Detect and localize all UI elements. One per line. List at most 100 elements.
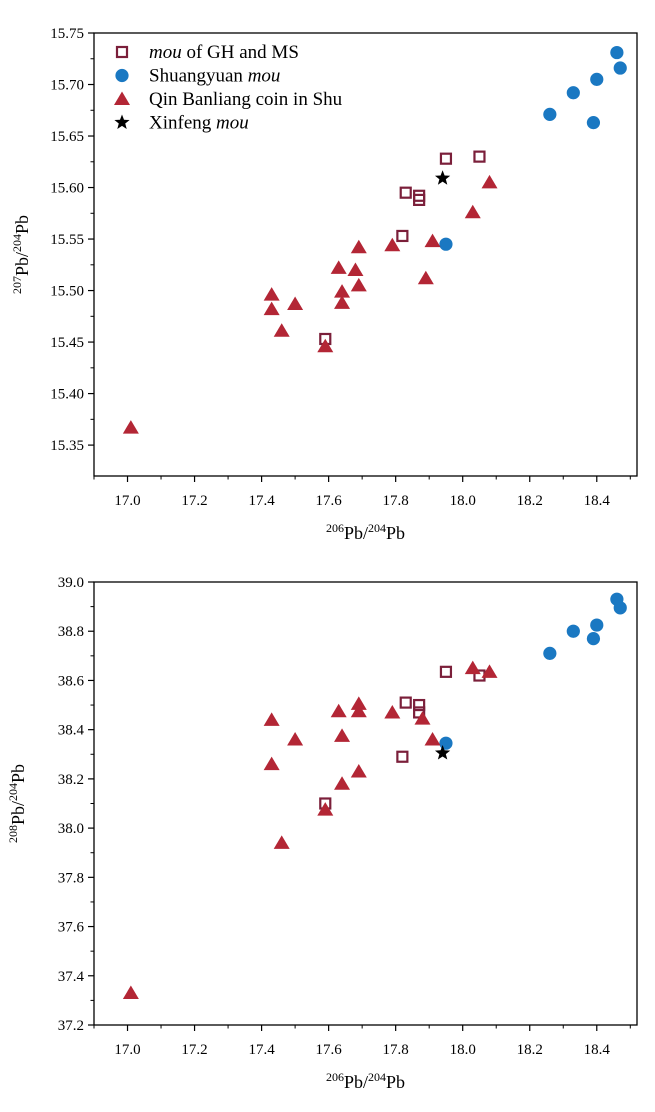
data-point-shuangyuan bbox=[543, 107, 557, 121]
data-point-qin_banliang bbox=[350, 239, 367, 254]
x-tick-label: 17.0 bbox=[114, 1042, 140, 1058]
legend-text: Qin Banliang coin in Shu bbox=[149, 89, 343, 110]
legend-marker-mou_gh_ms bbox=[115, 45, 129, 59]
data-point-qin_banliang bbox=[417, 270, 434, 285]
x-tick-label: 18.2 bbox=[517, 1042, 543, 1058]
x-axis-label: 206Pb/204Pb bbox=[326, 521, 405, 543]
data-point-shuangyuan bbox=[566, 86, 580, 100]
data-point-qin_banliang bbox=[481, 174, 498, 189]
axis-label-superscript: 204 bbox=[6, 783, 20, 801]
data-point-qin_banliang bbox=[263, 301, 280, 316]
data-point-mou_gh_ms bbox=[413, 698, 426, 712]
data-point-qin_banliang bbox=[384, 237, 401, 252]
data-point-xinfeng bbox=[434, 170, 451, 185]
y-tick-label: 15.35 bbox=[50, 438, 84, 454]
axis-label-superscript: 206 bbox=[326, 521, 344, 535]
data-point-qin_banliang bbox=[263, 712, 280, 726]
legend-text: Shuangyuan bbox=[149, 66, 248, 87]
axis-label-part: Pb/ bbox=[12, 252, 32, 276]
data-point-shuangyuan bbox=[543, 646, 557, 660]
y-tick-label: 38.6 bbox=[58, 673, 85, 689]
x-tick-label: 17.8 bbox=[383, 1042, 409, 1058]
y-tick-label: 38.0 bbox=[58, 821, 84, 837]
x-tick-label: 17.2 bbox=[181, 493, 207, 509]
legend-label-qin_banliang: Qin Banliang coin in Shu bbox=[149, 89, 343, 110]
data-point-qin_banliang bbox=[334, 284, 351, 298]
data-point-shuangyuan bbox=[613, 601, 627, 615]
legend-marker-shuangyuan bbox=[115, 68, 129, 83]
axis-label-part: Pb bbox=[8, 764, 28, 783]
data-point-qin_banliang bbox=[464, 204, 481, 219]
x-tick-label: 17.8 bbox=[383, 493, 409, 509]
series-mou_gh_ms bbox=[319, 665, 486, 810]
data-point-qin_banliang bbox=[330, 703, 347, 718]
axis-label-part: Pb bbox=[386, 523, 405, 543]
data-point-qin_banliang bbox=[334, 295, 351, 309]
series-xinfeng bbox=[434, 745, 451, 760]
axis-label-part: Pb/ bbox=[344, 523, 368, 543]
data-point-shuangyuan bbox=[439, 736, 453, 750]
data-point-qin_banliang bbox=[424, 732, 441, 746]
y-tick-label: 37.8 bbox=[58, 870, 84, 886]
data-point-qin_banliang bbox=[350, 703, 367, 718]
data-point-qin_banliang bbox=[263, 756, 280, 771]
y-tick-label: 37.4 bbox=[58, 969, 85, 985]
y-tick-label: 15.70 bbox=[50, 78, 84, 94]
plot-frame bbox=[93, 32, 638, 477]
x-axis-label: 206Pb/204Pb bbox=[326, 1070, 405, 1092]
data-point-qin_banliang bbox=[334, 776, 351, 790]
data-point-qin_banliang bbox=[122, 985, 139, 1000]
data-point-qin_banliang bbox=[350, 696, 367, 710]
axis-label-superscript: 206 bbox=[326, 1070, 344, 1084]
data-point-qin_banliang bbox=[317, 802, 334, 816]
series-shuangyuan bbox=[439, 45, 627, 251]
y-tick-label: 15.50 bbox=[50, 284, 84, 300]
data-point-qin_banliang bbox=[263, 287, 280, 301]
y-axis-label: 207Pb/204Pb bbox=[10, 215, 32, 294]
series-xinfeng bbox=[434, 170, 451, 185]
y-tick-label: 37.2 bbox=[58, 1018, 84, 1034]
data-point-mou_gh_ms bbox=[399, 186, 412, 199]
data-point-mou_gh_ms bbox=[439, 152, 453, 165]
data-point-mou_gh_ms bbox=[396, 229, 409, 243]
data-point-qin_banliang bbox=[317, 338, 334, 353]
axis-label-superscript: 204 bbox=[10, 234, 24, 252]
data-point-qin_banliang bbox=[273, 323, 290, 337]
x-tick-label: 17.2 bbox=[181, 1042, 207, 1058]
legend-italic: mou bbox=[216, 113, 249, 134]
data-point-mou_gh_ms bbox=[396, 750, 409, 763]
axis-label-superscript: 208 bbox=[6, 825, 20, 843]
x-tick-label: 18.0 bbox=[450, 493, 476, 509]
data-point-qin_banliang bbox=[384, 704, 401, 719]
data-point-shuangyuan bbox=[586, 116, 601, 130]
y-tick-label: 15.60 bbox=[50, 181, 84, 197]
y-tick-label: 38.8 bbox=[58, 624, 84, 640]
y-tick-label: 15.40 bbox=[50, 387, 84, 403]
legend-marker-xinfeng bbox=[114, 114, 130, 129]
data-point-xinfeng bbox=[434, 745, 451, 760]
axis-label-superscript: 207 bbox=[10, 276, 24, 294]
data-point-qin_banliang bbox=[122, 420, 139, 434]
data-point-qin_banliang bbox=[287, 732, 304, 746]
data-point-qin_banliang bbox=[464, 660, 481, 675]
x-tick-label: 18.4 bbox=[584, 493, 611, 509]
axis-label-part: Pb/ bbox=[8, 801, 28, 825]
data-point-mou_gh_ms bbox=[439, 665, 453, 678]
x-tick-label: 17.0 bbox=[114, 493, 140, 509]
plot-frame bbox=[93, 581, 638, 1026]
axis-label-part: Pb/ bbox=[344, 1072, 368, 1092]
data-point-qin_banliang bbox=[287, 296, 304, 310]
data-point-shuangyuan bbox=[590, 618, 604, 632]
series-shuangyuan bbox=[439, 592, 627, 750]
axis-label-part: Pb bbox=[12, 215, 32, 234]
axis-label-superscript: 204 bbox=[368, 1070, 386, 1084]
y-axis-label: 208Pb/204Pb bbox=[6, 764, 28, 843]
y-tick-label: 38.4 bbox=[58, 723, 85, 739]
data-point-qin_banliang bbox=[347, 262, 364, 276]
plot-208pb-vs-206pb: 17.0 17.2 17.4 17.6 17.8 18.0 18.2 18.4 37.2 37.4… bbox=[6, 575, 638, 1092]
legend-marker-qin_banliang bbox=[114, 91, 130, 105]
series-mou_gh_ms bbox=[319, 150, 486, 346]
data-point-shuangyuan bbox=[610, 45, 624, 60]
